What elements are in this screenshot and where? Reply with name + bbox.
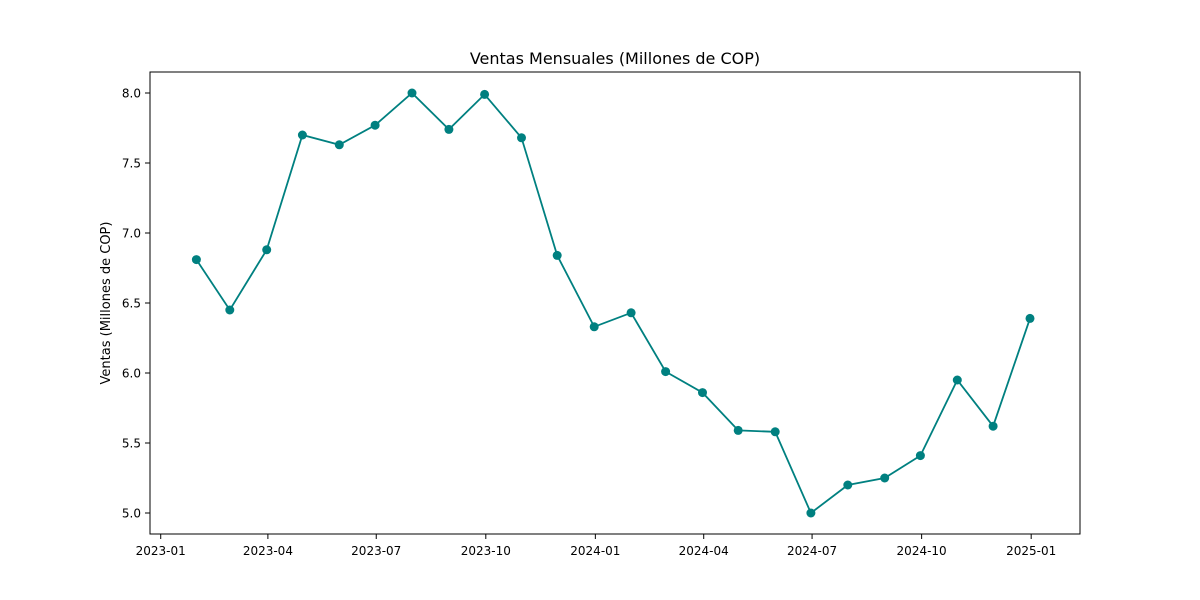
data-point — [1025, 313, 1035, 323]
data-point — [517, 133, 526, 143]
x-tick-label: 2023-07 — [351, 544, 401, 558]
data-point — [225, 305, 235, 315]
data-point — [988, 421, 998, 431]
plot-area — [149, 71, 1081, 535]
series-line — [195, 91, 1031, 515]
data-point — [444, 124, 454, 134]
data-point — [915, 451, 925, 461]
data-point — [262, 245, 272, 255]
data-point — [806, 508, 816, 518]
y-tick-label: 8.0 — [122, 87, 141, 101]
x-tick-label: 2024-01 — [570, 544, 620, 558]
data-point — [297, 130, 307, 140]
y-tick-label: 6.5 — [122, 297, 141, 311]
y-tick-label: 7.0 — [122, 227, 141, 241]
y-tick-label: 5.5 — [122, 437, 141, 451]
y-axis-label: Ventas (Millones de COP) — [99, 222, 114, 385]
x-tick-label: 2024-07 — [787, 544, 837, 558]
data-point — [952, 375, 962, 385]
data-point — [698, 388, 707, 398]
chart-title: Ventas Mensuales (Millones de COP) — [470, 49, 760, 68]
data-points — [191, 88, 1035, 518]
data-point — [626, 308, 636, 318]
data-point — [480, 89, 490, 99]
data-point — [661, 367, 671, 377]
data-point — [552, 250, 562, 260]
x-tick-label: 2023-10 — [461, 544, 511, 558]
y-tick-label: 7.5 — [122, 157, 141, 171]
y-tick-label: 5.0 — [122, 507, 141, 521]
data-point — [334, 140, 344, 150]
data-point — [589, 322, 599, 332]
x-tick-label: 2023-01 — [136, 544, 186, 558]
axis-ticks: 2023-01 2023-04 2023-07 2023-10 2024-01 2024-… — [122, 87, 1056, 559]
data-point — [370, 120, 380, 130]
data-point — [733, 425, 743, 435]
x-tick-label: 2024-04 — [679, 544, 729, 558]
x-tick-label: 2024-10 — [897, 544, 947, 558]
x-tick-label: 2025-01 — [1006, 544, 1056, 558]
data-point — [770, 427, 780, 437]
data-point — [880, 473, 890, 483]
data-point — [843, 480, 853, 490]
x-tick-label: 2023-04 — [243, 544, 293, 558]
y-tick-label: 6.0 — [122, 367, 141, 381]
data-point — [191, 255, 201, 265]
data-point — [407, 88, 417, 98]
